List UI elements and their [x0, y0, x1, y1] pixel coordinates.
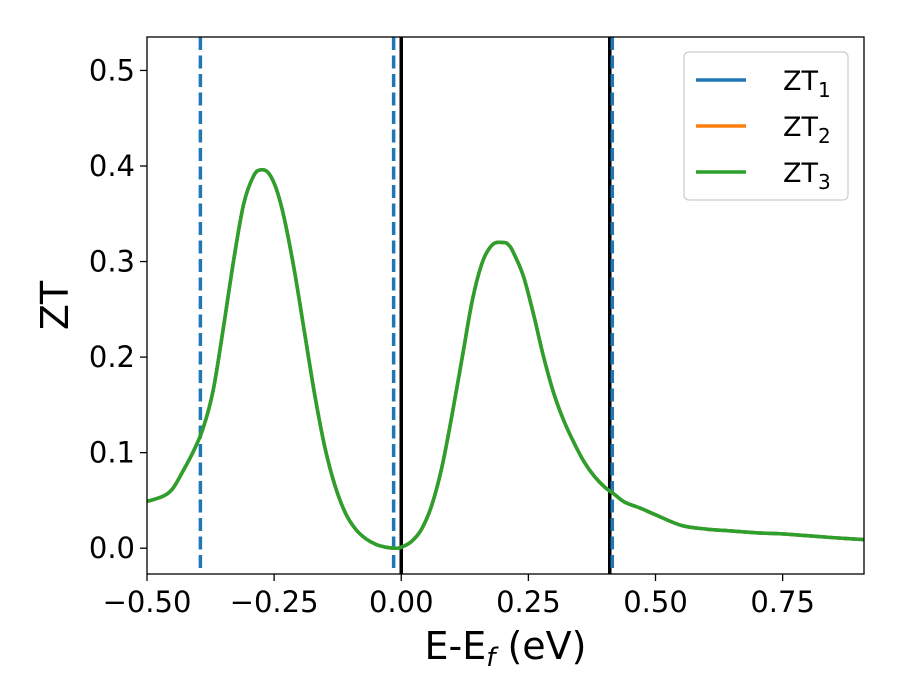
legend-box [683, 51, 849, 201]
legend-label: ZT2 [783, 112, 831, 148]
x-axis-title-main: E-E [425, 624, 487, 668]
y-tick-label: 0.2 [89, 340, 135, 374]
y-tick-label: 0.5 [89, 53, 135, 87]
legend-item: ZT1 [696, 66, 831, 102]
y-tick-label: 0.1 [89, 436, 135, 470]
x-axis: −0.50 −0.25 0.00 0.25 0.50 0.75 [103, 574, 815, 619]
legend-label-subscript: 3 [818, 170, 831, 194]
legend-label-subscript: 2 [818, 124, 831, 148]
y-tick-label: 0.4 [89, 149, 135, 183]
x-tick-label: 0.75 [750, 585, 815, 619]
y-axis: 0.0 0.1 0.2 0.3 0.4 0.5 [89, 53, 147, 565]
legend-label: ZT3 [783, 158, 831, 194]
x-axis-title: E-Ef (eV) [425, 624, 587, 673]
legend-label-main: ZT [783, 66, 818, 97]
reference-lines [198, 37, 615, 574]
x-axis-title-unit: (eV) [495, 624, 586, 668]
legend-label-main: ZT [783, 112, 818, 143]
y-axis-title: ZT [33, 280, 77, 330]
y-tick-label: 0.0 [89, 531, 135, 565]
legend-item: ZT2 [696, 112, 831, 148]
legend-label-subscript: 1 [818, 78, 831, 102]
legend-item: ZT3 [696, 158, 831, 194]
x-tick-label: 0.00 [369, 585, 434, 619]
x-tick-label: 0.25 [496, 585, 561, 619]
series-line-zt3 [147, 168, 864, 550]
y-tick-label: 0.3 [89, 245, 135, 279]
series-lines [147, 168, 864, 550]
legend-label-main: ZT [783, 158, 818, 189]
legend-label: ZT1 [783, 66, 831, 102]
x-tick-label: −0.25 [230, 585, 319, 619]
axes-border [146, 36, 865, 575]
x-tick-label: −0.50 [103, 585, 192, 619]
axes-frame [146, 36, 865, 575]
x-tick-label: 0.50 [623, 585, 688, 619]
